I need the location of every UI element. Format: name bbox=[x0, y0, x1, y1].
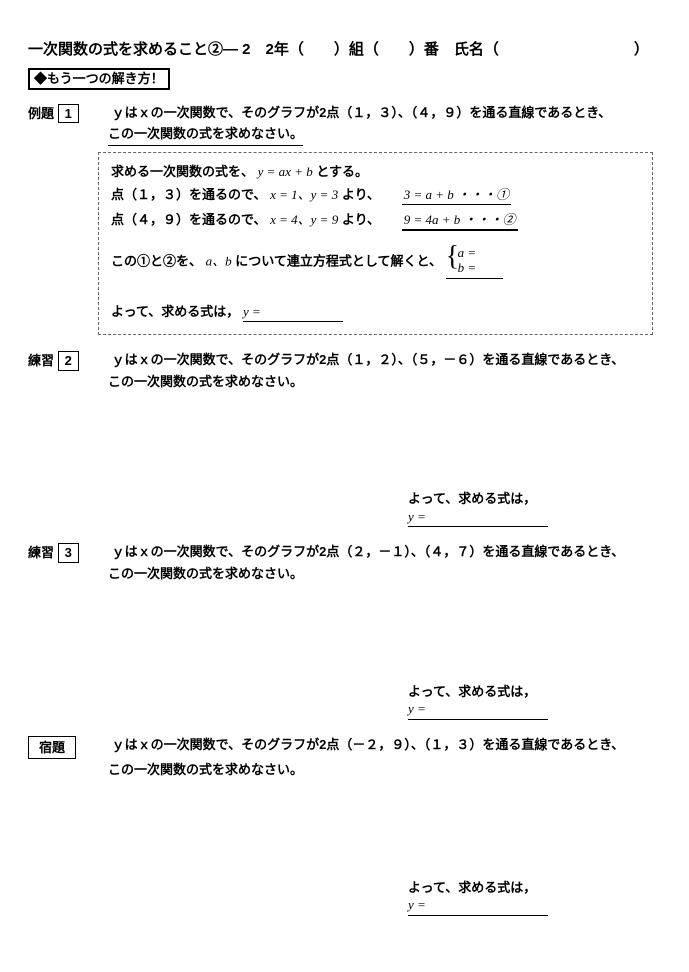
sol-l2a: 点（１，３）を通るので、 bbox=[111, 187, 266, 202]
renshu2-body: ｙはｘの一次関数で、そのグラフが2点（１，２）、（５，－６）を通る直線であるとき… bbox=[112, 351, 652, 369]
sol-l4b: a、b bbox=[206, 253, 232, 268]
sol-l3a: 点（４，９）を通るので、 bbox=[111, 212, 266, 227]
shukudai-line2-wrap: この一次関数の式を求めなさい。 bbox=[108, 761, 661, 779]
sol-l4c: について連立方程式として解くと、 bbox=[235, 253, 442, 268]
sol-ans-expr: y = bbox=[243, 303, 343, 323]
sol-l3b: x = 4、y = 9 bbox=[270, 212, 338, 227]
renshu2-num: 2 bbox=[58, 351, 79, 371]
shukudai: 宿題 ｙはｘの一次関数で、そのグラフが2点（－２，９）、（１，３）を通る直線であ… bbox=[28, 736, 661, 916]
renshu3-body: ｙはｘの一次関数で、そのグラフが2点（２，－１）、（４，７）を通る直線であるとき… bbox=[112, 543, 652, 561]
shukudai-body: ｙはｘの一次関数で、そのグラフが2点（－２，９）、（１，３）を通る直線であるとき… bbox=[112, 736, 652, 754]
renshu2-label-col: 練習 2 bbox=[28, 351, 108, 371]
renshu2-line2: この一次関数の式を求めなさい。 bbox=[108, 374, 303, 389]
shukudai-label: 宿題 bbox=[28, 736, 76, 760]
sol-ans-label: よって、求める式は， bbox=[111, 304, 239, 319]
sol-l1a: 求める一次関数の式を、 bbox=[111, 164, 254, 179]
shukudai-ans-expr: y = bbox=[408, 896, 548, 916]
brace-b: b = bbox=[458, 260, 503, 276]
reidai-num: 1 bbox=[58, 104, 79, 124]
sol-answer-line: よって、求める式は， y = bbox=[111, 303, 640, 323]
page-title: 一次関数の式を求めること②― 2 2年（ ）組（ ）番 氏名（ ） bbox=[28, 40, 661, 60]
reidai-line1: ｙはｘの一次関数で、そのグラフが2点（１，３）、（４，９）を通る直線であるとき、 bbox=[112, 105, 612, 120]
sol-line-4: この①と②を、 a、b について連立方程式として解くと、 a = b = bbox=[111, 245, 640, 279]
renshu3-label: 練習 bbox=[28, 545, 54, 560]
sol-line-2: 点（１，３）を通るので、 x = 1、y = 3 より、 3 = a + b ・… bbox=[111, 186, 640, 205]
renshu2-ans-expr: y = bbox=[408, 508, 548, 528]
renshu3-answer: よって、求める式は， y = bbox=[408, 683, 661, 720]
shukudai-line1: ｙはｘの一次関数で、そのグラフが2点（－２，９）、（１，３）を通る直線であるとき… bbox=[112, 737, 625, 752]
sol-eq2: 9 = 4a + b ・・・② bbox=[402, 211, 518, 231]
reidai-line2-wrap: この一次関数の式を求めなさい。 bbox=[108, 125, 661, 146]
sol-eq1: 3 = a + b ・・・① bbox=[402, 186, 511, 205]
section-tag: ◆もう一つの解き方！ bbox=[28, 68, 170, 90]
sol-l2c: より、 bbox=[342, 187, 380, 202]
sol-l2b: x = 1、y = 3 bbox=[270, 187, 338, 202]
renshu3-line2-wrap: この一次関数の式を求めなさい。 bbox=[108, 565, 661, 583]
reidai-line2: この一次関数の式を求めなさい。 bbox=[108, 125, 303, 146]
sol-l1b: y = ax + b bbox=[258, 164, 313, 179]
brace: a = b = bbox=[446, 245, 503, 279]
sol-line-1: 求める一次関数の式を、 y = ax + b とする。 bbox=[111, 163, 640, 181]
renshu3-ans-expr: y = bbox=[408, 700, 548, 720]
renshu-3: 練習 3 ｙはｘの一次関数で、そのグラフが2点（２，－１）、（４，７）を通る直線… bbox=[28, 543, 661, 719]
renshu2-line1: ｙはｘの一次関数で、そのグラフが2点（１，２）、（５，－６）を通る直線であるとき… bbox=[112, 352, 625, 367]
sol-l3c: より、 bbox=[342, 212, 380, 227]
reidai-body: ｙはｘの一次関数で、そのグラフが2点（１，３）、（４，９）を通る直線であるとき、 bbox=[112, 104, 652, 122]
sol-line-3: 点（４，９）を通るので、 x = 4、y = 9 より、 9 = 4a + b … bbox=[111, 211, 640, 231]
renshu2-label: 練習 bbox=[28, 353, 54, 368]
brace-a: a = bbox=[458, 245, 503, 261]
renshu3-label-col: 練習 3 bbox=[28, 543, 108, 563]
renshu2-line2-wrap: この一次関数の式を求めなさい。 bbox=[108, 373, 661, 391]
reidai-label: 例題 bbox=[28, 106, 54, 121]
solution-box: 求める一次関数の式を、 y = ax + b とする。 点（１，３）を通るので、… bbox=[98, 152, 653, 335]
reidai-1: 例題 1 ｙはｘの一次関数で、そのグラフが2点（１，３）、（４，９）を通る直線で… bbox=[28, 104, 661, 146]
shukudai-answer: よって、求める式は， y = bbox=[408, 879, 661, 916]
reidai-label-col: 例題 1 bbox=[28, 104, 108, 124]
renshu3-ans-label: よって、求める式は， bbox=[408, 684, 536, 699]
sol-l1c: とする。 bbox=[316, 164, 368, 179]
renshu2-ans-label: よって、求める式は， bbox=[408, 491, 536, 506]
renshu3-line1: ｙはｘの一次関数で、そのグラフが2点（２，－１）、（４，７）を通る直線であるとき… bbox=[112, 544, 625, 559]
shukudai-ans-label: よって、求める式は， bbox=[408, 880, 536, 895]
renshu2-answer: よって、求める式は， y = bbox=[408, 490, 661, 527]
shukudai-line2: この一次関数の式を求めなさい。 bbox=[108, 762, 303, 777]
renshu-2: 練習 2 ｙはｘの一次関数で、そのグラフが2点（１，２）、（５，－６）を通る直線… bbox=[28, 351, 661, 527]
renshu3-line2: この一次関数の式を求めなさい。 bbox=[108, 566, 303, 581]
shukudai-label-col: 宿題 bbox=[28, 736, 108, 760]
sol-l4a: この①と②を、 bbox=[111, 253, 202, 268]
renshu3-num: 3 bbox=[58, 543, 79, 563]
